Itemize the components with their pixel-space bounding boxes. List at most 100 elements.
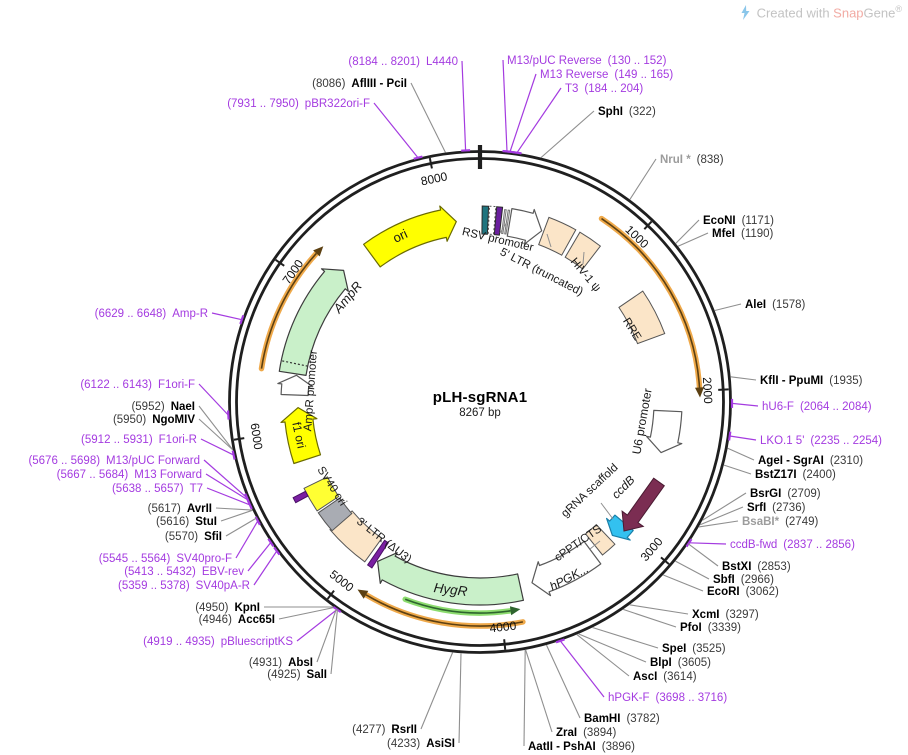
callout-line-absi	[316, 608, 337, 663]
label-hpgk-f[interactable]: hPGK-F (3698 .. 3716)	[608, 692, 727, 704]
feature-sliver-2[interactable]	[504, 209, 511, 235]
label-sali[interactable]: (4925) SalI	[267, 669, 327, 681]
label-sv40pro-f[interactable]: (5545 .. 5564) SV40pro-F	[99, 553, 232, 565]
label-t3[interactable]: T3 (184 .. 204)	[565, 83, 643, 95]
feature-ltr5-arrow[interactable]	[506, 208, 543, 245]
label-afliii-pcii[interactable]: (8086) AflIII - PciI	[312, 78, 407, 90]
label-naei[interactable]: (5952) NaeI	[131, 401, 195, 413]
feature-sv40-block[interactable]	[303, 476, 340, 512]
label-amp-r[interactable]: (6629 .. 6648) Amp-R	[95, 308, 208, 320]
label-f1ori-r[interactable]: (5912 .. 5931) F1ori-R	[81, 434, 197, 446]
label-sfii[interactable]: (5570) SfiI	[165, 531, 222, 543]
feature-cppt-block[interactable]	[584, 523, 616, 556]
label-nrui[interactable]: NruI * (838)	[660, 154, 724, 166]
label-kpni[interactable]: (4950) KpnI	[195, 602, 260, 614]
label-sbfi[interactable]: SbfI (2966)	[713, 574, 774, 586]
label-xcmi[interactable]: XcmI (3297)	[692, 609, 759, 621]
label-sv40pa-r[interactable]: (5359 .. 5378) SV40pA-R	[118, 580, 250, 592]
feature-ltr5-block[interactable]	[538, 216, 577, 256]
label-bstz17i[interactable]: BstZ17I (2400)	[755, 469, 836, 481]
feature-pbs-slash[interactable]	[366, 539, 389, 569]
callout-line-m13-forward	[205, 473, 249, 501]
label-m13-forward[interactable]: (5667 .. 5684) M13 Forward	[57, 469, 202, 481]
label-ccdb-fwd[interactable]: ccdB-fwd (2837 .. 2856)	[730, 539, 855, 551]
label-kfli-ppumi[interactable]: KflI - PpuMI (1935)	[760, 375, 863, 387]
label-lko1-5[interactable]: LKO.1 5' (2235 .. 2254)	[760, 435, 882, 447]
feature-ccdb-arrow[interactable]	[621, 477, 665, 532]
label-bsrgi[interactable]: BsrGI (2709)	[750, 488, 821, 500]
callout-line-m13-puc-reverse	[502, 59, 508, 152]
label-pbr322ori-f[interactable]: (7931 .. 7950) pBR322ori-F	[227, 98, 370, 110]
tick-label-4000: 4000	[489, 619, 517, 636]
hygr-label[interactable]: HygR	[433, 580, 469, 599]
label-f1ori-f[interactable]: (6122 .. 6143) F1ori-F	[80, 379, 195, 391]
feature-grna-arrow[interactable]	[606, 514, 634, 541]
label-blpi[interactable]: BlpI (3605)	[650, 657, 711, 669]
label-econi[interactable]: EcoNI (1171)	[703, 215, 774, 227]
label-aatii-pshai[interactable]: AatII - PshAI (3896)	[528, 741, 635, 753]
label-pfoi[interactable]: PfoI (3339)	[680, 622, 741, 634]
label-bstxi[interactable]: BstXI (2853)	[722, 561, 791, 573]
feature-gray-block[interactable]	[317, 497, 353, 532]
label-t7[interactable]: (5638 .. 5657) T7	[112, 483, 203, 495]
tick-label-8000: 8000	[420, 169, 449, 188]
label-bsabi[interactable]: BsaBI* (2749)	[742, 516, 818, 528]
feature-rre-block[interactable]	[618, 290, 666, 345]
label-m13-puc-reverse[interactable]: M13/pUC Reverse (130 .. 152)	[507, 55, 667, 67]
callout-line-aatii-pshai	[523, 649, 526, 747]
callout-line-agei-sgrai	[727, 447, 755, 461]
label-agei-sgrai[interactable]: AgeI - SgrAI (2310)	[758, 455, 863, 467]
feature-hygr-arrow[interactable]	[377, 552, 524, 606]
callout-line-stui	[220, 509, 253, 522]
label-rsrii[interactable]: (4277) RsrII	[352, 724, 417, 736]
feature-rsv-block-purple[interactable]	[493, 206, 504, 236]
label-acc65i[interactable]: (4946) Acc65I	[199, 614, 275, 626]
label-srfi[interactable]: SrfI (2736)	[747, 502, 806, 514]
label-alei[interactable]: AleI (1578)	[745, 299, 806, 311]
feature-pointer-4	[589, 540, 601, 550]
label-asci[interactable]: AscI (3614)	[633, 671, 697, 683]
ampr-promoter-label[interactable]: AmpR promoter	[302, 350, 320, 432]
callout-line-ebv-rev	[247, 542, 272, 572]
label-bamhi[interactable]: BamHI (3782)	[584, 713, 660, 725]
label-stui[interactable]: (5616) StuI	[156, 516, 217, 528]
label-m13-reverse[interactable]: M13 Reverse (149 .. 165)	[540, 69, 673, 81]
label-sphi[interactable]: SphI (322)	[598, 106, 656, 118]
primer-anchor-l4440	[461, 149, 471, 152]
feature-green-arc-head	[509, 606, 521, 616]
u6-promoter-label[interactable]: U6 promoter	[629, 387, 654, 455]
feature-ori[interactable]	[363, 205, 457, 268]
label-pbluescriptks[interactable]: (4919 .. 4935) pBluescriptKS	[143, 636, 293, 648]
feature-ampr-arrow[interactable]	[278, 268, 349, 376]
tick-mark-1000	[643, 220, 653, 230]
label-hu6-f[interactable]: hU6-F (2064 .. 2084)	[762, 401, 872, 413]
label-zrai[interactable]: ZraI (3894)	[556, 727, 617, 739]
label-spei[interactable]: SpeI (3525)	[662, 643, 726, 655]
label-asisi[interactable]: (4233) AsiSI	[387, 738, 455, 750]
label-avrii[interactable]: (5617) AvrII	[148, 503, 212, 515]
feature-sv40-slash[interactable]	[292, 490, 309, 504]
feature-f1ori-arrow[interactable]	[280, 407, 322, 465]
label-absi[interactable]: (4931) AbsI	[249, 657, 313, 669]
feature-orange-arc-right-head	[695, 387, 704, 398]
label-mfei[interactable]: MfeI (1190)	[712, 228, 774, 240]
label-ngomiv[interactable]: (5950) NgoMIV	[113, 414, 195, 426]
f1-ori-label[interactable]: f1 ori	[289, 421, 308, 450]
label-ebv-rev[interactable]: (5413 .. 5432) EBV-rev	[124, 566, 244, 578]
ori-label[interactable]: ori	[390, 226, 410, 246]
callout-line-sfii	[225, 517, 257, 537]
label-l4440[interactable]: (8184 .. 8201) L4440	[348, 56, 458, 68]
feature-amp-promoter-arrow[interactable]	[277, 374, 314, 397]
label-m13-puc-forward[interactable]: (5676 .. 5698) M13/pUC Forward	[28, 455, 200, 467]
callout-line-alei	[714, 303, 742, 312]
feature-rsv-block-teal[interactable]	[481, 205, 490, 235]
callout-line-ccdb-fwd	[688, 542, 727, 545]
feature-rsv-block-white[interactable]	[487, 205, 497, 236]
label-ecori[interactable]: EcoRI (3062)	[707, 586, 779, 598]
feature-psi-block[interactable]	[564, 231, 602, 270]
tick-mark-3000	[660, 556, 670, 565]
feature-hpgk-arrow[interactable]	[531, 540, 602, 597]
feature-u6-arrow[interactable]	[645, 409, 683, 454]
feature-sliver-1[interactable]	[501, 209, 507, 235]
primer-anchor-hpgk-f	[555, 638, 565, 644]
